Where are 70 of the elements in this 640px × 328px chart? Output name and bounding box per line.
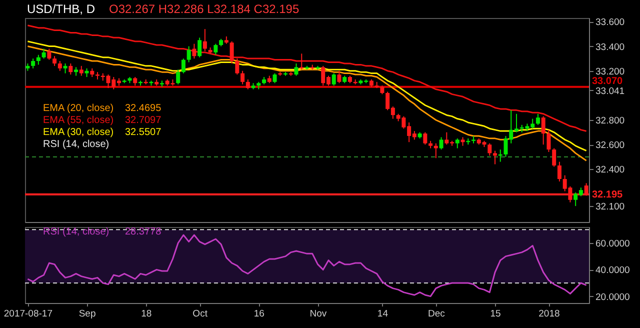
text: EMA (20, close) xyxy=(43,102,114,114)
y-tick-label: 20.0000 xyxy=(596,292,630,303)
x-tick-label: Sep xyxy=(78,308,96,320)
candlestick xyxy=(31,58,36,69)
candlestick xyxy=(493,150,497,165)
candlestick xyxy=(434,142,438,159)
candlestick xyxy=(546,129,551,152)
text: EMA (30, close) xyxy=(43,126,114,138)
candlestick xyxy=(198,37,202,58)
ref-line-label: 33.070 xyxy=(592,76,624,87)
x-tick-label: 14 xyxy=(377,308,388,320)
x-tick-label: 2017-08-17 xyxy=(4,308,52,320)
candlestick xyxy=(181,58,186,74)
candlestick xyxy=(63,62,68,74)
candlestick xyxy=(214,43,218,56)
candlestick xyxy=(552,148,556,168)
candlestick xyxy=(423,132,428,146)
annotation: 32.7097 xyxy=(125,114,162,126)
candlestick xyxy=(230,40,234,64)
candlestick xyxy=(52,56,57,66)
candlestick xyxy=(536,113,540,126)
x-tick-label: Dec xyxy=(428,308,446,320)
candlestick xyxy=(186,46,191,63)
candlestick xyxy=(332,72,336,86)
candlestick xyxy=(300,53,304,70)
candlestick xyxy=(246,78,250,90)
annotation: RSI (14, close) xyxy=(43,138,110,150)
candlestick xyxy=(557,161,562,182)
x-tick-label: Nov xyxy=(310,308,327,320)
candlestick xyxy=(58,60,62,72)
x-tick-label: 18 xyxy=(141,308,152,320)
candlestick xyxy=(47,48,52,60)
y-tick-label: 32.800 xyxy=(596,116,625,126)
candlestick xyxy=(240,70,245,85)
candlestick xyxy=(541,116,546,146)
candlestick xyxy=(337,70,342,84)
candlestick xyxy=(176,69,180,85)
candlestick xyxy=(455,138,460,149)
candlestick xyxy=(36,54,40,66)
y-tick-label: 33.400 xyxy=(596,42,625,53)
y-tick-label: 40.0000 xyxy=(596,265,630,276)
annotation: 28.3778 xyxy=(125,226,162,238)
x-tick-label: 2018 xyxy=(538,308,560,320)
x-tick-label: 16 xyxy=(254,308,264,320)
text: EMA (55, close) xyxy=(43,114,114,126)
candlestick xyxy=(79,65,84,76)
chart-title: USD/THB, D xyxy=(27,2,96,16)
y-tick-label: 32.100 xyxy=(596,202,625,213)
chart-subtitle: O32.267 H32.286 L32.184 C32.195 xyxy=(109,2,300,16)
candlestick xyxy=(235,58,240,76)
y-tick-label: 33.200 xyxy=(596,66,625,78)
x-tick-label: 15 xyxy=(490,308,501,320)
y-tick-label: 32.600 xyxy=(596,140,625,152)
candlestick xyxy=(488,142,492,156)
y-tick-label: 32.400 xyxy=(596,164,625,176)
candlestick xyxy=(202,28,207,52)
annotation: 32.5507 xyxy=(125,126,162,138)
ref-line-label: 32.195 xyxy=(592,189,624,200)
x-tick-label: Oct xyxy=(192,308,208,320)
candlestick xyxy=(42,48,46,60)
y-tick-label: 60.0000 xyxy=(596,238,630,250)
annotation: 32.4695 xyxy=(125,102,162,114)
y-tick-label: 33.600 xyxy=(596,17,625,28)
candlestick xyxy=(439,136,444,150)
candlestick xyxy=(294,62,298,76)
candlestick xyxy=(68,62,73,76)
candlestick xyxy=(272,72,277,84)
candlestick xyxy=(192,43,196,60)
y-tick-label: 33.041 xyxy=(596,86,625,97)
text: RSI (14, close) xyxy=(43,226,110,238)
